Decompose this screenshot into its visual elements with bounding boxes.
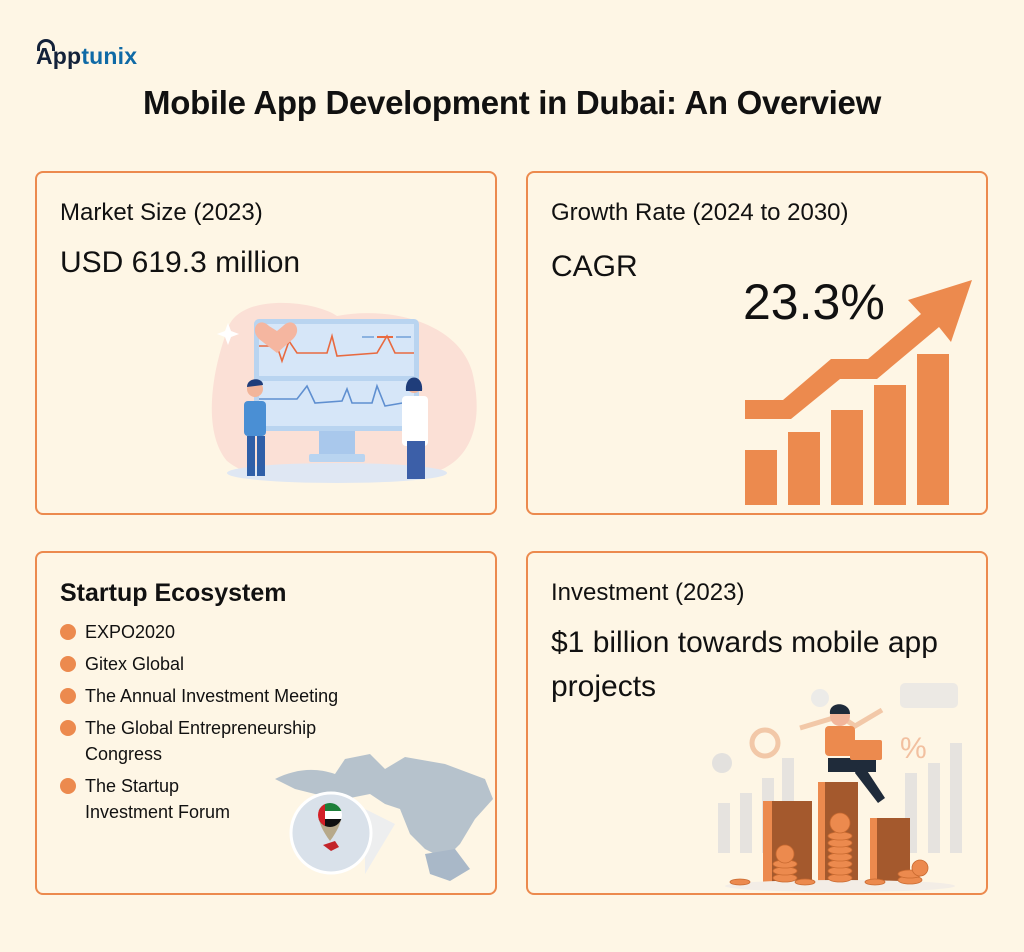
cagr-value: 23.3% xyxy=(743,274,885,330)
apptunix-logo: App tunix xyxy=(36,36,137,70)
bullet-icon xyxy=(60,688,76,704)
bullet-icon xyxy=(60,656,76,672)
list-item: EXPO2020 xyxy=(60,619,360,645)
list-item: The Global Entrepreneurship Congress xyxy=(60,715,340,767)
market-size-label: Market Size (2023) xyxy=(60,199,263,226)
investor-coins-bars-illustration: % xyxy=(712,683,962,892)
startup-ecosystem-card: Startup Ecosystem EXPO2020 Gitex Global … xyxy=(35,551,497,895)
growth-bar-chart-arrow-icon xyxy=(745,280,972,505)
bullet-icon xyxy=(60,778,76,794)
market-size-value: USD 619.3 million xyxy=(60,246,301,279)
bullet-icon xyxy=(60,624,76,640)
market-size-card: Market Size (2023) USD 619.3 million xyxy=(35,171,497,515)
list-item: Gitex Global xyxy=(60,651,360,677)
analytics-monitor-illustration xyxy=(211,302,477,483)
investment-card: Investment (2023) $1 billion towards mob… xyxy=(526,551,988,895)
list-item: The Annual Investment Meeting xyxy=(60,683,360,709)
svg-text:%: % xyxy=(900,732,927,765)
investment-label: Investment (2023) xyxy=(551,579,745,606)
startup-ecosystem-label: Startup Ecosystem xyxy=(60,579,287,607)
cagr-label: CAGR xyxy=(551,250,638,283)
growth-rate-card: Growth Rate (2024 to 2030) CAGR 23.3% xyxy=(526,171,988,515)
growth-rate-label: Growth Rate (2024 to 2030) xyxy=(551,199,849,226)
logo-mark: App xyxy=(36,39,81,70)
investment-value: $1 billion towards mobile app projects xyxy=(551,626,938,703)
world-map-uae-pin-illustration xyxy=(275,754,493,881)
bullet-icon xyxy=(60,720,76,736)
startup-events-list: EXPO2020 Gitex Global The Annual Investm… xyxy=(60,619,360,831)
logo-accent-text: tunix xyxy=(81,43,138,69)
page-title: Mobile App Development in Dubai: An Over… xyxy=(143,84,881,121)
list-item: The Startup Investment Forum xyxy=(60,773,250,825)
